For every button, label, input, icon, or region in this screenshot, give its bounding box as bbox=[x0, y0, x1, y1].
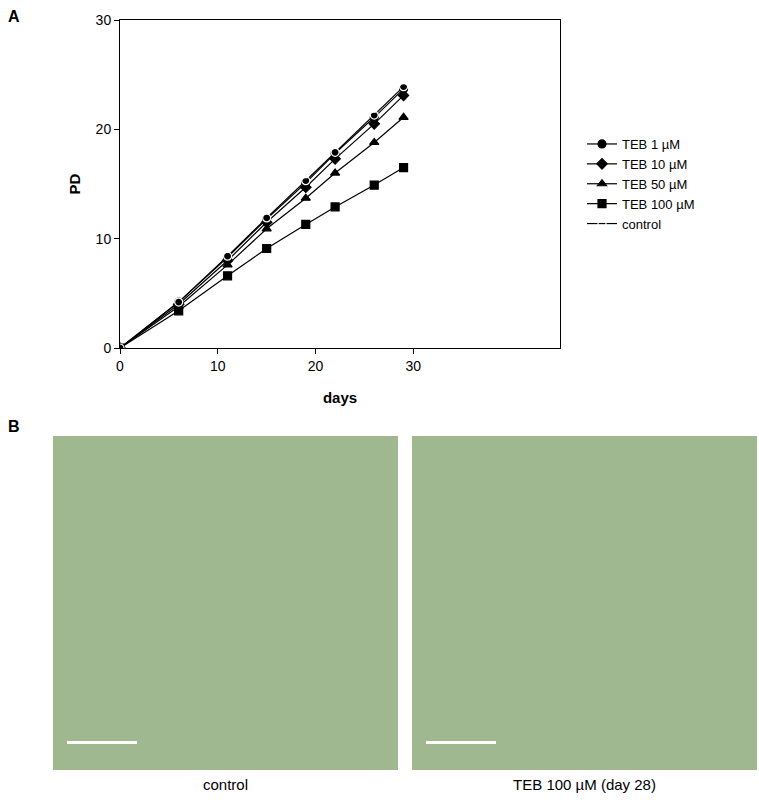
html-text:TEB 100 µM (day 28): TEB 100 µM (day 28) bbox=[513, 776, 656, 793]
html-text:control: control bbox=[203, 776, 248, 793]
svg-text:20: 20 bbox=[96, 121, 112, 137]
svg-text:days: days bbox=[323, 389, 357, 406]
svg-text:20: 20 bbox=[308, 358, 324, 374]
svg-text:TEB 50 µM: TEB 50 µM bbox=[622, 177, 687, 192]
svg-text:TEB 10 µM: TEB 10 µM bbox=[622, 157, 687, 172]
svg-text:TEB 1 µM: TEB 1 µM bbox=[622, 137, 680, 152]
svg-text:0: 0 bbox=[103, 340, 111, 356]
svg-text:PD: PD bbox=[66, 173, 83, 194]
svg-text:10: 10 bbox=[96, 231, 112, 247]
svg-text:30: 30 bbox=[96, 12, 112, 28]
html-text:B: B bbox=[8, 418, 20, 435]
svg-text:0: 0 bbox=[116, 358, 124, 374]
html-text:A: A bbox=[8, 8, 20, 25]
svg-text:30: 30 bbox=[406, 358, 422, 374]
svg-text:10: 10 bbox=[210, 358, 226, 374]
svg-text:TEB 100 µM: TEB 100 µM bbox=[622, 197, 695, 212]
svg-text:control: control bbox=[622, 217, 661, 232]
